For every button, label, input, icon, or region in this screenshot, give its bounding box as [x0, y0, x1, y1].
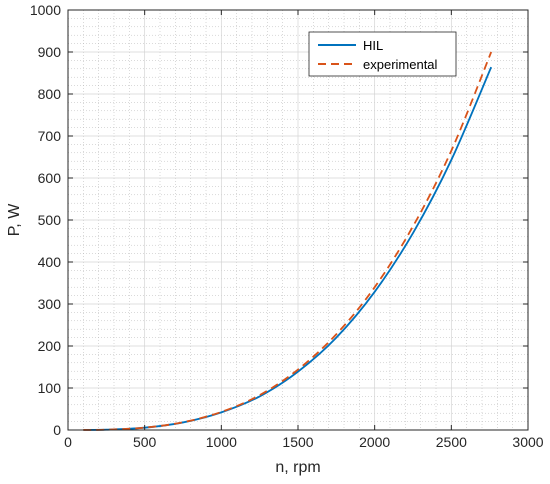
- y-tick-label: 700: [38, 128, 62, 144]
- y-tick-label: 200: [38, 338, 62, 354]
- y-tick-label: 100: [38, 380, 62, 396]
- legend: HIL experimental: [308, 31, 457, 77]
- x-tick-label: 1000: [206, 434, 237, 450]
- y-tick-label: 300: [38, 296, 62, 312]
- y-tick-label: 0: [53, 422, 61, 438]
- x-tick-label: 1500: [282, 434, 313, 450]
- x-tick-label: 500: [133, 434, 157, 450]
- x-tick-label: 3000: [512, 434, 543, 450]
- y-axis-label: P, W: [6, 203, 23, 237]
- legend-label-hil: HIL: [363, 38, 383, 53]
- y-tick-label: 1000: [30, 2, 61, 18]
- tick-labels: 0 500 1000 1500 2000 2500 3000 0 100 200 300 400 500…: [30, 2, 544, 450]
- x-tick-label: 2000: [359, 434, 390, 450]
- series-line-experimental: [83, 51, 493, 431]
- y-tick-label: 600: [38, 170, 62, 186]
- y-tick-label: 400: [38, 254, 62, 270]
- x-tick-label: 0: [64, 434, 72, 450]
- y-tick-label: 500: [38, 212, 62, 228]
- x-tick-label: 2500: [436, 434, 467, 450]
- legend-label-experimental: experimental: [363, 57, 438, 72]
- axis-ticks: [67, 9, 529, 431]
- x-axis-label: n, rpm: [275, 459, 320, 476]
- y-tick-label: 900: [38, 44, 62, 60]
- legend-box: [308, 31, 457, 77]
- y-tick-label: 800: [38, 86, 62, 102]
